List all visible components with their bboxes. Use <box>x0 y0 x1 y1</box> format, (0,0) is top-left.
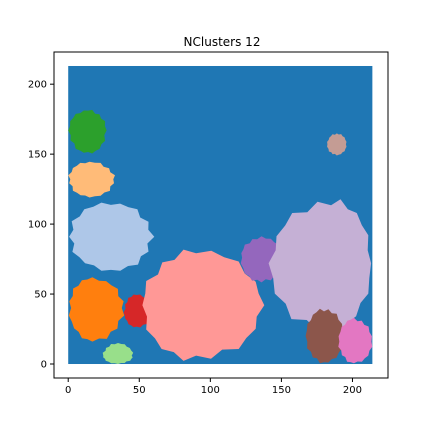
x-tick-label: 0 <box>65 385 71 396</box>
y-tick-label: 50 <box>34 290 47 301</box>
plot-area <box>53 51 389 379</box>
chart-title: NClusters 12 <box>184 35 261 49</box>
cluster-region-10 <box>327 133 347 156</box>
cluster-region-4 <box>68 277 125 342</box>
y-tick-label: 100 <box>28 220 47 231</box>
x-tick-label: 200 <box>343 385 362 396</box>
cluster-region-11 <box>305 308 344 364</box>
cluster-region-1 <box>68 109 107 154</box>
x-tick-label: 100 <box>201 385 220 396</box>
cluster-region-2 <box>68 161 115 198</box>
plot-frame <box>53 51 389 379</box>
x-tick-label: 50 <box>133 385 146 396</box>
y-tick-label: 0 <box>41 360 47 371</box>
cluster-region-12 <box>338 317 373 364</box>
x-tick-label: 150 <box>272 385 291 396</box>
y-axis: 0 50 100 150 200 <box>28 80 54 371</box>
cluster-region-6 <box>102 343 134 364</box>
y-tick-label: 200 <box>28 80 47 91</box>
cluster-regions <box>68 109 373 364</box>
cluster-region-9 <box>268 199 372 332</box>
y-tick-label: 150 <box>28 150 47 161</box>
cluster-region-3 <box>69 202 155 271</box>
x-axis: 0 50 100 150 200 <box>65 378 362 396</box>
cluster-region-7 <box>142 249 265 361</box>
